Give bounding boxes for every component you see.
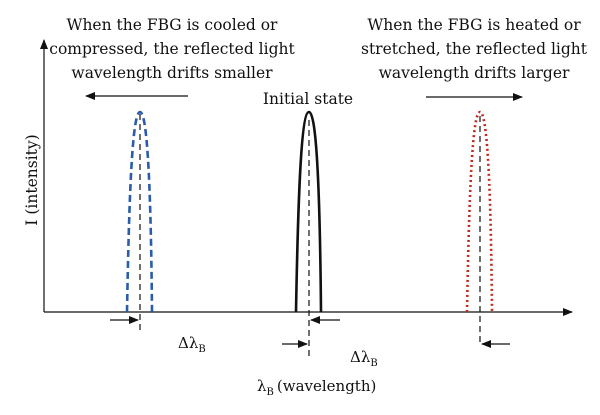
x-axis-label: λB (wavelength) [257, 377, 376, 398]
red-peak [465, 110, 494, 313]
y-axis-label: I (intensity) [23, 134, 41, 225]
blue-peak [125, 110, 154, 313]
initial-peak [294, 110, 323, 313]
initial-state-label: Initial state [263, 90, 353, 108]
left-note-line-1: When the FBG is cooled or [67, 16, 279, 34]
right-note-line-2: stretched, the reflected light [361, 40, 588, 58]
left-delta-label: ΔλB [178, 334, 206, 355]
right-note-line-1: When the FBG is heated or [367, 16, 581, 34]
right-delta-label: ΔλB [350, 348, 378, 369]
left-note-line-2: compressed, the reflected light [49, 40, 295, 58]
left-note-line-3: wavelength drifts smaller [71, 64, 273, 82]
right-note-line-3: wavelength drifts larger [379, 64, 570, 82]
